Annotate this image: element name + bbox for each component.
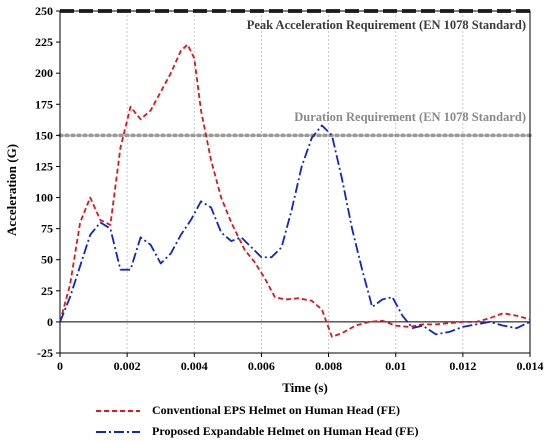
legend-item-proposed: Proposed Expandable Helmet on Human Head… [96,421,516,442]
y-tick-label: 75 [41,222,53,236]
x-tick-label: 0.014 [517,359,544,373]
y-tick-label: 250 [35,4,53,18]
x-tick-label: 0.006 [248,359,275,373]
legend: Conventional EPS Helmet on Human Head (F… [96,400,516,442]
x-tick-label: 0.002 [114,359,141,373]
y-tick-label: 200 [35,66,53,80]
series-line-proposed [59,124,531,336]
plot-frame [59,10,531,354]
x-tick-label: 0.004 [181,359,208,373]
y-tick-label: 50 [41,253,53,267]
y-tick-label: 100 [35,191,53,205]
x-axis-title: Time (s) [282,380,328,395]
legend-item-conventional: Conventional EPS Helmet on Human Head (F… [96,400,516,421]
y-tick-label: 125 [35,159,53,173]
legend-label-proposed: Proposed Expandable Helmet on Human Head… [152,424,419,438]
duration-requirement-label: Duration Requirement (EN 1078 Standard) [294,110,526,124]
x-tick-label: 0.008 [315,359,342,373]
y-tick-label: 0 [47,315,53,329]
axes [56,10,531,357]
grid-lines [126,11,464,353]
legend-swatch-conventional [96,409,140,412]
data-series [59,43,531,338]
tick-labels: 0 0.002 0.004 0.006 0.008 0.01 0.012 0.014 -25 0 2… [35,4,544,373]
y-tick-label: 225 [35,35,53,49]
x-tick-label: 0.01 [385,359,406,373]
x-tick-label: 0.012 [449,359,476,373]
legend-label-conventional: Conventional EPS Helmet on Human Head (F… [152,403,401,417]
x-tick-label: 0 [57,359,63,373]
y-tick-label: 175 [35,97,53,111]
y-axis-title: Acceleration (G) [4,144,19,236]
series-line-conventional [59,43,531,338]
legend-swatch-proposed [96,430,140,433]
y-tick-label: 150 [35,128,53,142]
peak-acceleration-label: Peak Acceleration Requirement (EN 1078 S… [247,18,526,32]
y-tick-label: 25 [41,284,53,298]
y-tick-label: -25 [37,346,53,360]
